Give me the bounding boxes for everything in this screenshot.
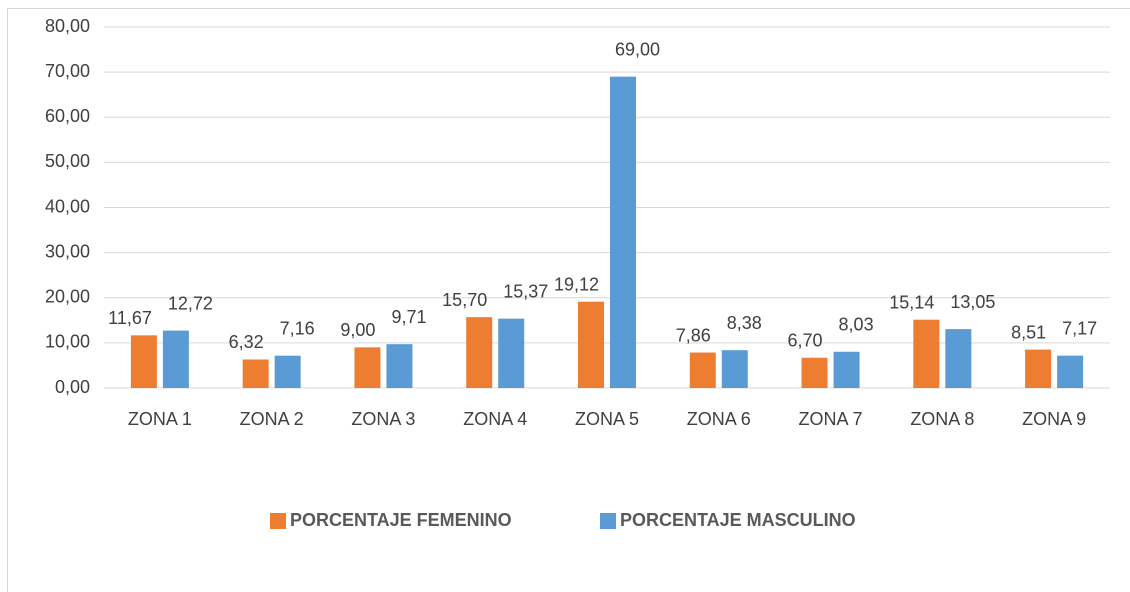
y-tick-label: 70,00 — [45, 61, 90, 81]
data-label: 7,86 — [676, 325, 711, 345]
legend-label: PORCENTAJE FEMENINO — [290, 510, 512, 530]
x-tick-label: ZONA 2 — [240, 409, 304, 429]
data-label: 15,70 — [442, 290, 487, 310]
x-tick-label: ZONA 5 — [575, 409, 639, 429]
bar — [945, 329, 972, 388]
bar — [1025, 349, 1052, 388]
data-label: 69,00 — [615, 39, 660, 59]
chart-border — [7, 8, 1130, 592]
x-tick-label: ZONA 6 — [687, 409, 751, 429]
bar — [578, 301, 604, 388]
bar — [274, 355, 301, 388]
bar — [689, 352, 716, 388]
bar — [913, 319, 940, 388]
data-label: 9,71 — [391, 307, 426, 327]
data-label: 15,14 — [889, 292, 934, 312]
data-label: 8,51 — [1011, 322, 1046, 342]
data-label: 8,03 — [839, 315, 874, 335]
bar — [801, 357, 828, 388]
legend-swatch — [600, 513, 616, 529]
y-tick-label: 80,00 — [45, 16, 90, 36]
bar — [610, 76, 636, 388]
data-label: 6,70 — [788, 331, 823, 351]
legend-label: PORCENTAJE MASCULINO — [620, 510, 856, 530]
bar — [466, 317, 493, 388]
legend-swatch — [270, 513, 286, 529]
y-tick-label: 50,00 — [45, 151, 90, 171]
x-tick-label: ZONA 4 — [463, 409, 527, 429]
data-label: 7,17 — [1062, 318, 1097, 338]
bar — [721, 350, 748, 388]
bar — [130, 335, 157, 388]
bar — [498, 318, 525, 388]
bar — [386, 344, 413, 388]
x-tick-label: ZONA 1 — [128, 409, 192, 429]
data-label: 8,38 — [727, 313, 762, 333]
x-tick-label: ZONA 3 — [351, 409, 415, 429]
data-label: 7,16 — [280, 318, 315, 338]
x-tick-label: ZONA 7 — [799, 409, 863, 429]
bar — [162, 330, 189, 388]
bar — [833, 351, 860, 388]
data-label: 11,67 — [108, 308, 152, 328]
data-label: 12,72 — [168, 293, 213, 313]
y-tick-label: 60,00 — [45, 106, 90, 126]
y-tick-label: 40,00 — [45, 196, 90, 216]
data-label: 6,32 — [229, 332, 264, 352]
y-tick-label: 0,00 — [55, 377, 90, 397]
bar — [1057, 355, 1084, 388]
data-label: 9,00 — [340, 320, 375, 340]
y-tick-label: 30,00 — [45, 241, 90, 261]
data-label: 15,37 — [503, 281, 548, 301]
bar — [242, 359, 269, 388]
y-tick-label: 10,00 — [45, 332, 90, 352]
data-label: 19,12 — [554, 274, 599, 294]
data-label: 13,05 — [950, 292, 995, 312]
x-tick-label: ZONA 9 — [1022, 409, 1086, 429]
y-tick-label: 20,00 — [45, 287, 90, 307]
x-tick-label: ZONA 8 — [910, 409, 974, 429]
bar — [354, 347, 381, 388]
